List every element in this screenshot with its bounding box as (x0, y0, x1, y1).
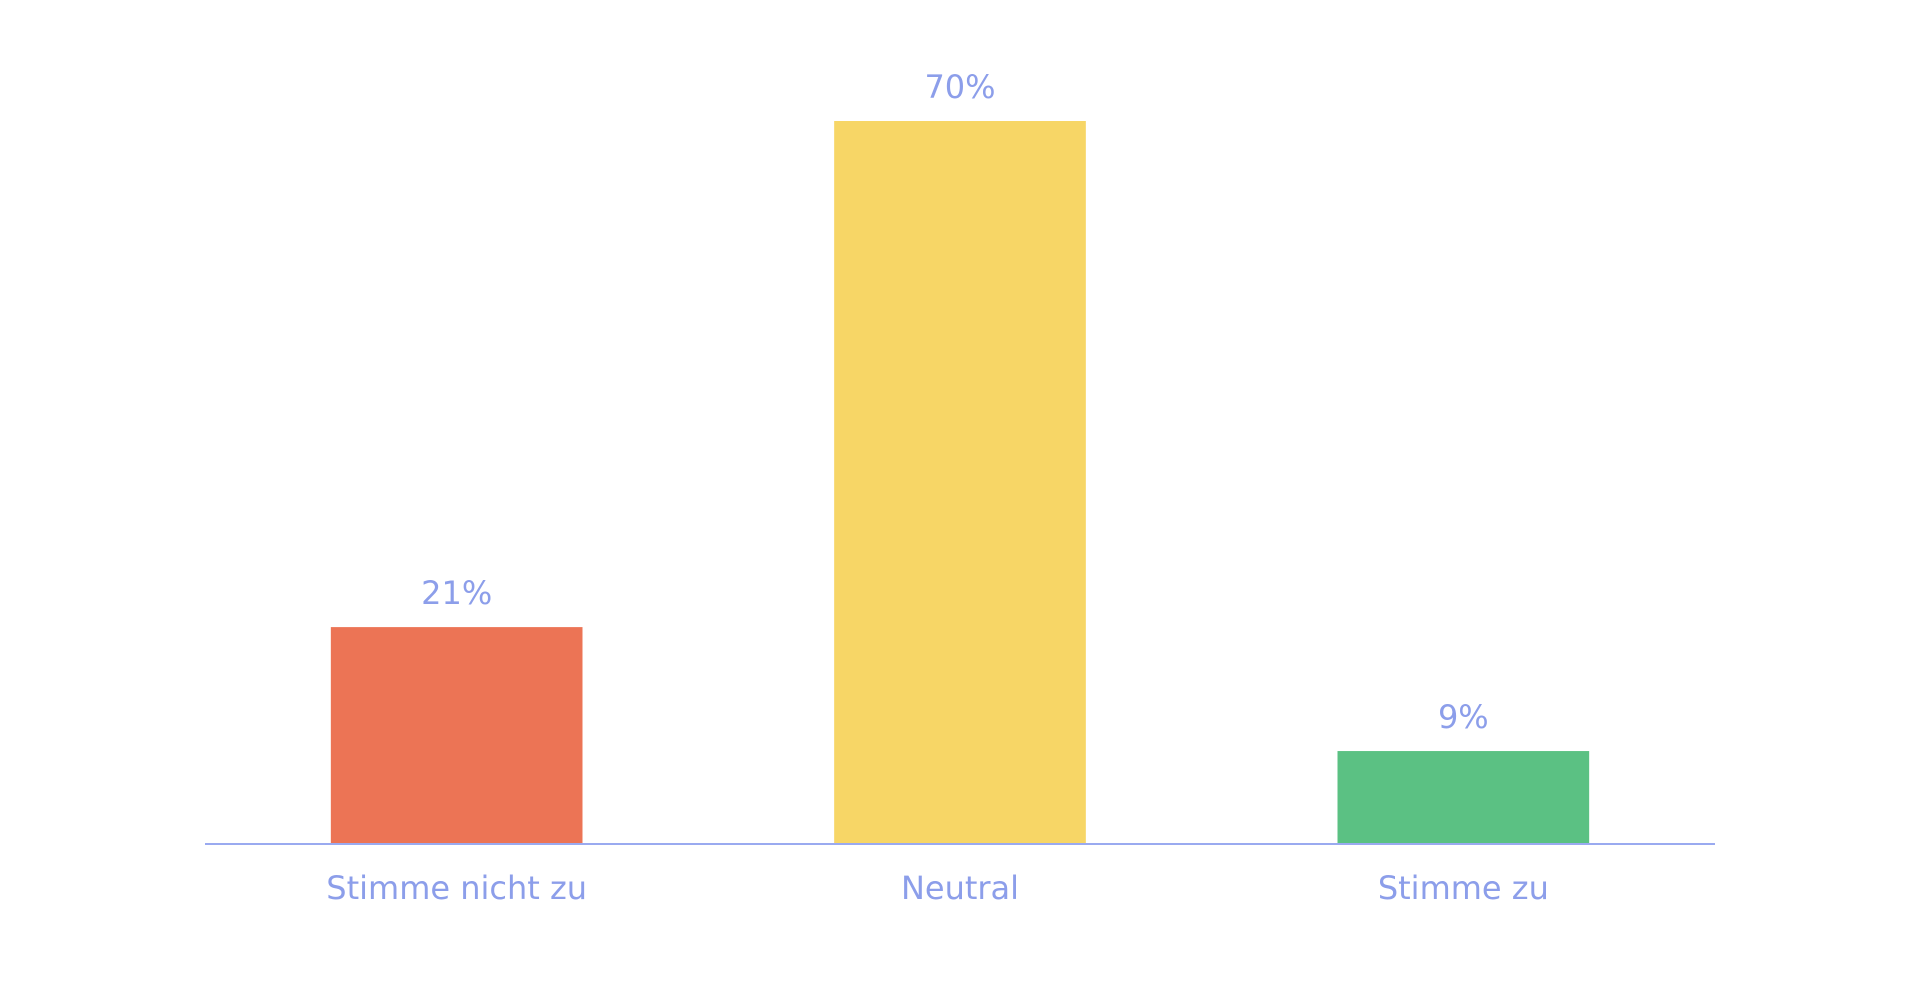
x-tick-label: Stimme zu (1378, 869, 1549, 907)
x-tick-label: Neutral (901, 869, 1019, 907)
value-label: 21% (421, 574, 492, 612)
bar (834, 121, 1086, 844)
value-label: 9% (1438, 698, 1489, 736)
x-tick-label: Stimme nicht zu (326, 869, 587, 907)
bar (330, 627, 583, 844)
bar (1337, 751, 1590, 844)
value-label: 70% (924, 68, 995, 106)
